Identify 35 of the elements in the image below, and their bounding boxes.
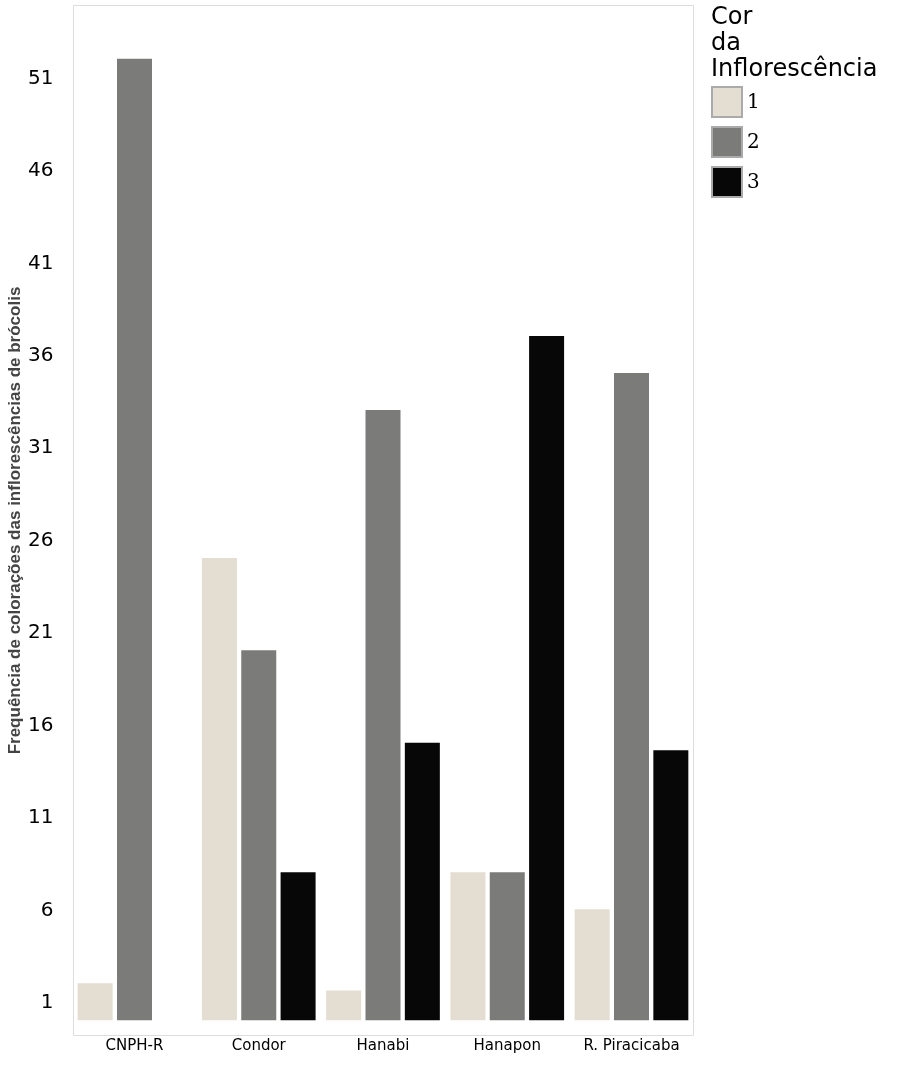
y-tick-label: 26 bbox=[28, 526, 54, 551]
bar bbox=[404, 742, 440, 1021]
x-tick-label: CNPH-R bbox=[105, 1035, 164, 1054]
y-tick-label: 41 bbox=[28, 249, 54, 274]
y-axis-title: Frequência de colorações das inflorescências de brócolis bbox=[5, 286, 25, 755]
y-tick-label: 6 bbox=[40, 896, 54, 921]
bar bbox=[201, 557, 237, 1021]
legend-label: 3 bbox=[747, 169, 760, 193]
y-tick-label: 36 bbox=[28, 342, 54, 366]
y-tick-label: 16 bbox=[28, 711, 54, 736]
y-tick-label: 21 bbox=[28, 619, 54, 644]
legend-label: 1 bbox=[747, 89, 760, 113]
x-tick-label: R. Piracicaba bbox=[583, 1035, 680, 1054]
legend-label: 2 bbox=[747, 129, 760, 153]
bar bbox=[574, 909, 610, 1021]
bar bbox=[450, 872, 486, 1021]
bar bbox=[326, 990, 362, 1021]
bar bbox=[489, 872, 525, 1021]
x-tick-label: Condor bbox=[231, 1035, 287, 1054]
y-tick-label: 51 bbox=[28, 64, 54, 89]
y-tick-label: 11 bbox=[28, 804, 54, 829]
bar bbox=[653, 750, 689, 1021]
bar bbox=[365, 409, 401, 1021]
bar bbox=[280, 872, 316, 1021]
bar bbox=[77, 983, 113, 1021]
y-tick-label: 46 bbox=[28, 157, 54, 182]
y-tick-label: 1 bbox=[40, 989, 54, 1014]
x-tick-label: Hanapon bbox=[473, 1035, 541, 1054]
y-tick-label: 31 bbox=[28, 434, 54, 459]
bar bbox=[529, 336, 565, 1021]
bar bbox=[117, 58, 152, 1021]
bar bbox=[241, 650, 277, 1021]
x-tick-label: Hanabi bbox=[356, 1035, 410, 1054]
legend-title: Cor da Inflorescência bbox=[711, 2, 878, 82]
bar bbox=[614, 372, 649, 1021]
